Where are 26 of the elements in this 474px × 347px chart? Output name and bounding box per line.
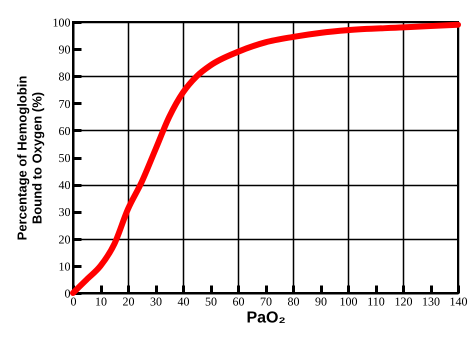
y-tick-label: 60 [58, 124, 70, 138]
x-tick-label: 100 [340, 294, 358, 308]
x-tick-label: 40 [178, 294, 190, 308]
x-tick-label: 90 [315, 294, 327, 308]
x-axis-title: PaO₂ [246, 310, 286, 326]
x-tick-label: 20 [122, 294, 134, 308]
y-tick-label: 40 [58, 178, 70, 192]
x-tick-label: 110 [367, 294, 385, 308]
x-tick-label: 80 [288, 294, 300, 308]
x-tick-label: 10 [95, 294, 107, 308]
y-tick-label: 70 [58, 96, 70, 111]
y-tick-label: 100 [52, 16, 70, 30]
y-axis-title: Percentage of Hemoglobin Bound to Oxygen (%) [14, 76, 44, 240]
y-tick-label: 20 [58, 232, 70, 246]
y-tick-label: 80 [58, 70, 70, 84]
x-tick-label: 70 [260, 294, 272, 308]
y-tick-label: 10 [58, 259, 70, 274]
y-tick-label: 50 [58, 151, 70, 165]
x-tick-label: 60 [232, 294, 244, 308]
x-tick-label: 120 [394, 294, 412, 308]
y-tick-label: 90 [58, 42, 70, 57]
y-tick-label: 30 [58, 205, 70, 220]
x-tick-label: 50 [205, 294, 217, 308]
x-tick-label: 30 [150, 294, 162, 308]
x-tick-label: 140 [450, 294, 468, 308]
x-tick-label: 130 [422, 294, 440, 308]
